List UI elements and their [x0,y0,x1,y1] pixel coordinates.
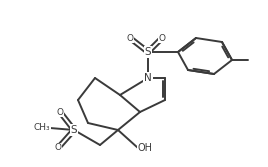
Text: O: O [57,108,64,117]
Text: CH₃: CH₃ [34,124,50,132]
Text: O: O [126,34,133,42]
Text: O: O [158,34,166,42]
Text: O: O [54,143,61,152]
Text: S: S [71,125,77,135]
Text: S: S [145,47,151,57]
Text: N: N [144,73,152,83]
Text: OH: OH [138,143,153,153]
